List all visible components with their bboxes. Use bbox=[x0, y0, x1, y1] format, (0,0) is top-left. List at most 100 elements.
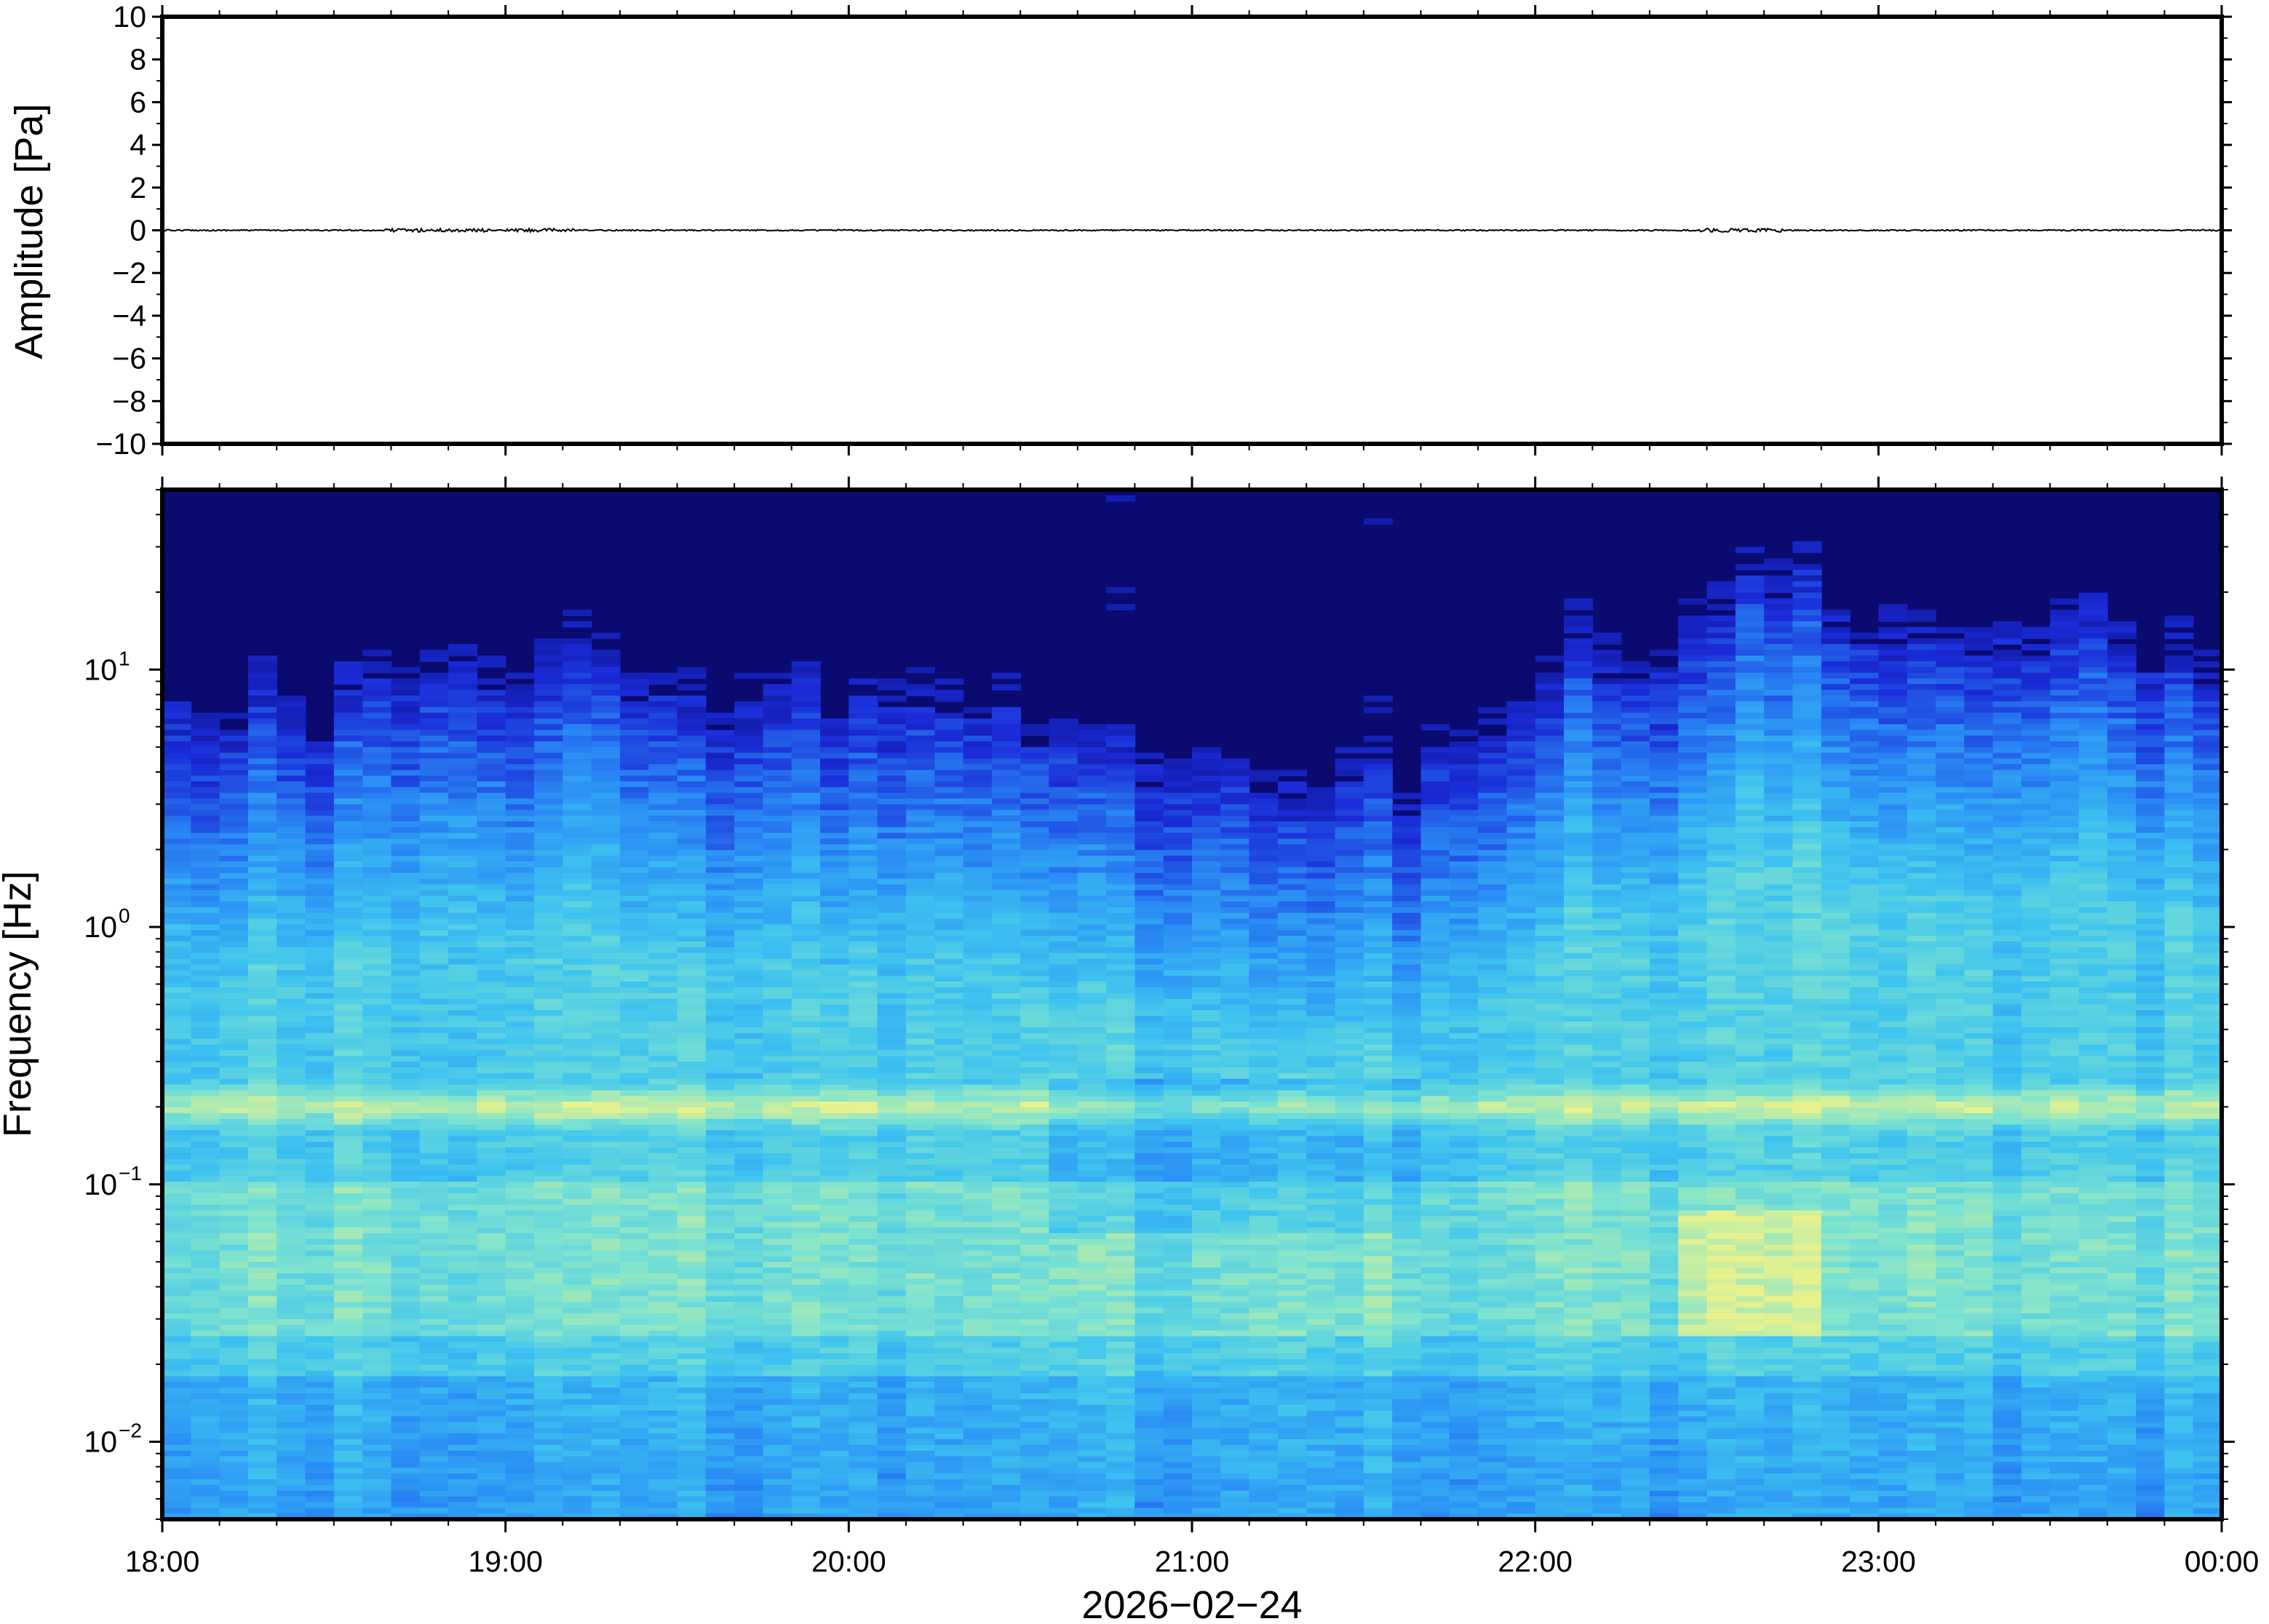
spectrogram-cell bbox=[677, 1227, 707, 1234]
spectrogram-cell bbox=[362, 1038, 392, 1046]
spectrogram-cell bbox=[563, 1462, 592, 1469]
spectrogram-cell bbox=[533, 1490, 564, 1497]
spectrogram-cell bbox=[705, 1502, 735, 1509]
spectrogram-cell bbox=[763, 1364, 792, 1372]
spectrogram-cell bbox=[734, 1084, 764, 1091]
spectrogram-cell bbox=[1106, 1050, 1136, 1057]
spectrogram-cell bbox=[219, 827, 249, 834]
spectrogram-cell bbox=[991, 792, 1021, 800]
spectrogram-cell bbox=[763, 1296, 792, 1303]
spectrogram-cell bbox=[677, 1130, 707, 1137]
spectrogram-cell bbox=[391, 696, 421, 702]
spectrogram-cell bbox=[734, 1290, 764, 1297]
spectrogram-cell bbox=[705, 1250, 735, 1257]
spectrogram-cell bbox=[191, 1016, 220, 1022]
spectrogram-cell bbox=[991, 816, 1021, 822]
spectrogram-cell bbox=[963, 1273, 993, 1280]
spectrogram-cell bbox=[734, 712, 764, 720]
spectrogram-cell bbox=[934, 1370, 964, 1377]
spectrogram-cell bbox=[677, 827, 707, 834]
spectrogram-cell bbox=[648, 1388, 678, 1394]
spectrogram-cell bbox=[1020, 982, 1050, 988]
spectrogram-cell bbox=[1106, 998, 1136, 1006]
spectrogram-cell bbox=[219, 1422, 249, 1429]
spectrogram-cell bbox=[362, 1410, 392, 1417]
spectrogram-cell bbox=[333, 1044, 363, 1051]
spectrogram-cell bbox=[162, 1032, 192, 1040]
spectrogram-cell bbox=[705, 1153, 735, 1160]
spectrogram-cell bbox=[905, 850, 936, 856]
spectrogram-cell bbox=[905, 1388, 936, 1394]
spectrogram-cell bbox=[677, 930, 707, 936]
spectrogram-cell bbox=[877, 792, 907, 800]
spectrogram-cell bbox=[905, 1438, 936, 1446]
spectrogram-cell bbox=[419, 1256, 449, 1263]
spectrogram-cell bbox=[563, 816, 592, 822]
spectrogram-cell bbox=[391, 1010, 421, 1017]
spectrogram-cell bbox=[162, 872, 192, 880]
spectrogram-cell bbox=[849, 701, 878, 708]
spectrogram-cell bbox=[619, 804, 649, 811]
spectrogram-cell bbox=[563, 867, 592, 874]
spectrogram-cell bbox=[763, 1044, 792, 1051]
spectrogram-cell bbox=[591, 827, 621, 834]
spectrogram-cell bbox=[305, 1084, 335, 1091]
spectrogram-cell bbox=[705, 1010, 735, 1017]
spectrogram-cell bbox=[448, 792, 478, 800]
spectrogram-cell bbox=[734, 930, 764, 936]
spectrogram-cell bbox=[247, 787, 278, 794]
spectrogram-cell bbox=[677, 798, 707, 805]
spectrogram-cell bbox=[1049, 747, 1078, 754]
spectrogram-cell bbox=[1049, 1233, 1078, 1240]
spectrogram-cell bbox=[849, 1513, 878, 1519]
spectrogram-cell bbox=[419, 1233, 449, 1240]
spectrogram-cell bbox=[849, 1222, 878, 1228]
spectrogram-cell bbox=[277, 827, 306, 834]
spectrogram-cell bbox=[905, 1124, 936, 1131]
spectrogram-cell bbox=[1049, 1050, 1078, 1057]
spectrogram-cell bbox=[705, 1078, 735, 1086]
spectrogram-cell bbox=[477, 1187, 506, 1194]
spectrogram-cell bbox=[219, 1124, 249, 1131]
spectrogram-cell bbox=[1049, 1473, 1078, 1480]
spectrogram-cell bbox=[820, 741, 850, 748]
spectrogram-cell bbox=[705, 890, 735, 896]
spectrogram-cell bbox=[877, 1284, 907, 1291]
spectrogram-cell bbox=[1106, 495, 1136, 502]
spectrogram-cell bbox=[505, 1130, 535, 1137]
spectrogram-cell bbox=[477, 1256, 506, 1263]
spectrogram-cell bbox=[162, 810, 192, 816]
spectrogram-cell bbox=[1077, 821, 1107, 828]
spectrogram-cell bbox=[477, 816, 506, 822]
spectrogram-cell bbox=[563, 1004, 592, 1011]
spectrogram-cell bbox=[648, 1142, 678, 1148]
spectrogram-cell bbox=[648, 1490, 678, 1497]
spectrogram-cell bbox=[333, 1233, 363, 1240]
spectrogram-cell bbox=[419, 1130, 449, 1137]
spectrogram-cell bbox=[877, 1062, 907, 1068]
spectrogram-cell bbox=[391, 1193, 421, 1200]
spectrogram-cell bbox=[1077, 1067, 1107, 1074]
spectrogram-cell bbox=[505, 1153, 535, 1160]
spectrogram-cell bbox=[505, 1358, 535, 1366]
spectrogram-cell bbox=[820, 1032, 850, 1040]
spectrogram-cell bbox=[1077, 1284, 1107, 1291]
spectrogram-cell bbox=[1077, 1456, 1107, 1463]
spectrogram-cell bbox=[247, 1090, 278, 1097]
spectrogram-cell bbox=[419, 1142, 449, 1148]
spectrogram-cell bbox=[849, 1376, 878, 1383]
spectrogram-cell bbox=[1049, 1342, 1078, 1348]
spectrogram-cell bbox=[247, 896, 278, 902]
spectrogram-cell bbox=[648, 1112, 678, 1120]
spectrogram-cell bbox=[247, 1313, 278, 1320]
spectrogram-cell bbox=[1020, 1313, 1050, 1320]
spectrogram-cell bbox=[563, 998, 592, 1006]
spectrogram-cell bbox=[247, 1330, 278, 1337]
spectrogram-cell bbox=[277, 1238, 306, 1246]
spectrogram-cell bbox=[247, 1302, 278, 1308]
spectrogram-cell bbox=[849, 1422, 878, 1429]
spectrogram-cell bbox=[1049, 816, 1078, 822]
spectrogram-cell bbox=[219, 952, 249, 960]
spectrogram-cell bbox=[448, 1107, 478, 1114]
spectrogram-cell bbox=[247, 1324, 278, 1332]
